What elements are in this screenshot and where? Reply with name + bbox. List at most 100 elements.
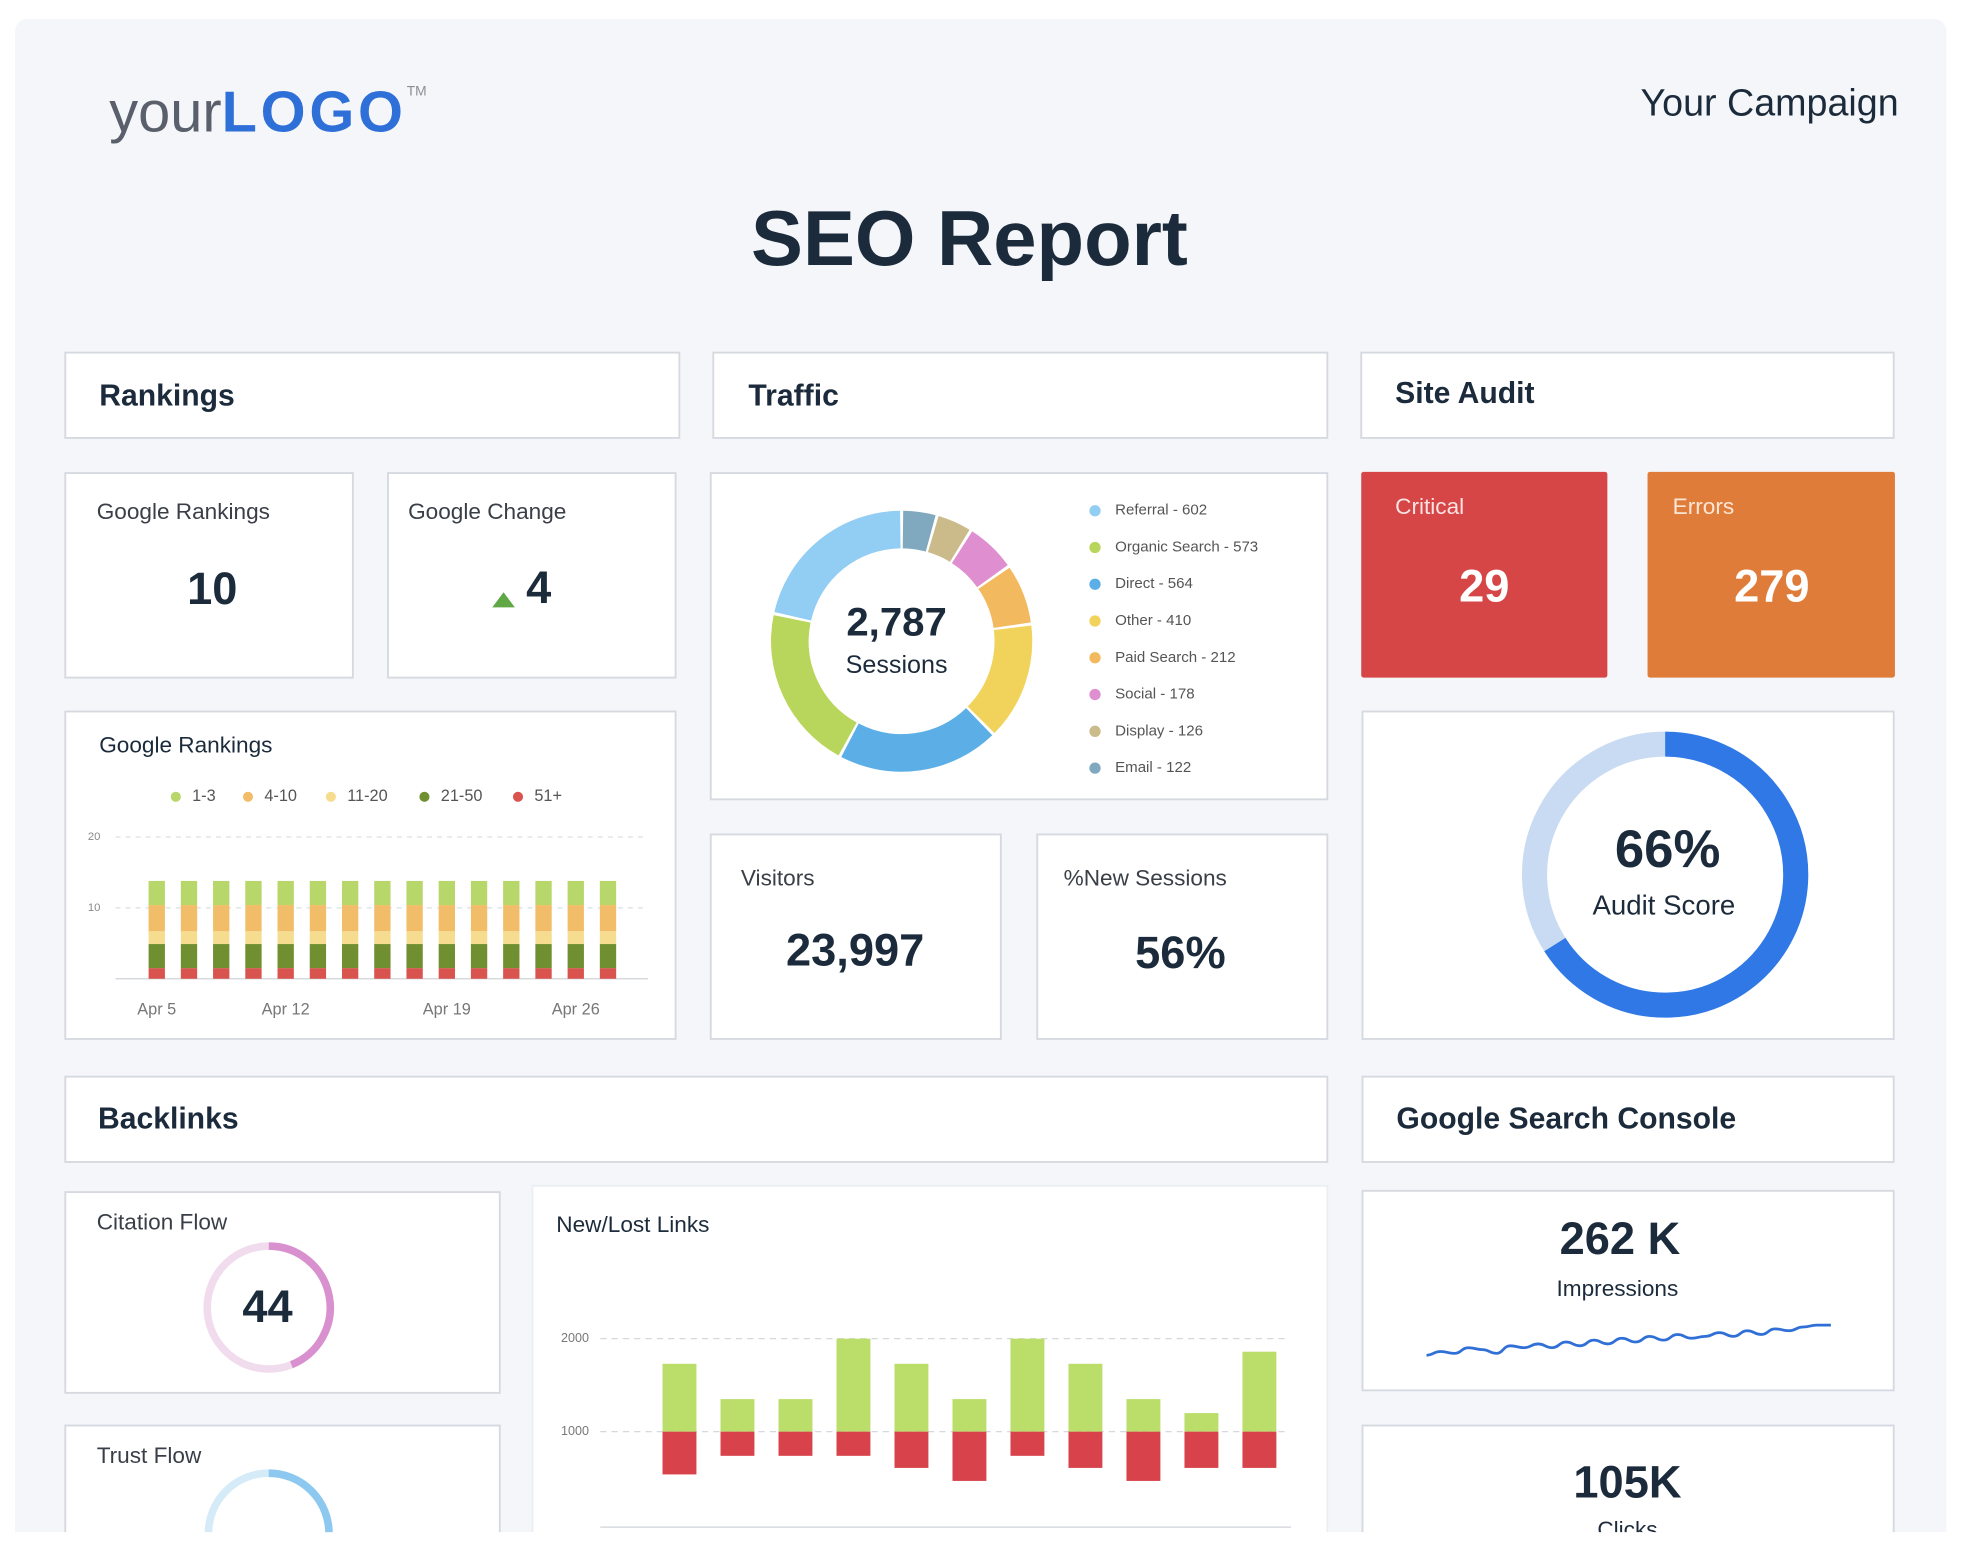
bar-segment [470, 880, 488, 906]
section-title: Rankings [99, 380, 235, 413]
section-header [712, 351, 1329, 439]
kpi-value: 10 [187, 563, 237, 614]
logo: yourLOGOTM [109, 81, 426, 145]
campaign: Your Campaign [1641, 81, 1899, 123]
bar-segment [503, 944, 520, 969]
bar-segment [535, 968, 552, 979]
y-tick-label: 2000 [561, 1331, 589, 1345]
kpi-label: Visitors [741, 866, 815, 891]
kpi-card [709, 833, 1002, 1040]
section-header [1360, 351, 1895, 439]
donut-total-label: Sessions [846, 651, 948, 679]
bar-segment [309, 880, 327, 906]
bar [836, 1431, 871, 1456]
legend-label: Direct - 564 [1115, 575, 1193, 592]
bar-segment [309, 931, 327, 945]
legend-label: Social - 178 [1115, 686, 1194, 703]
rankings-chart: 10 20 1-3 4-10 11-20 21-50 51+ Apr 5 Apr 12 Apr 1… [88, 787, 648, 1018]
bar-segment [567, 968, 584, 979]
bar-segment [535, 905, 552, 932]
bar [1184, 1413, 1219, 1432]
legend-dot [1089, 505, 1101, 517]
bar-segment [213, 968, 230, 979]
kpi-label: Impressions [1557, 1276, 1679, 1301]
bar-segment [374, 931, 391, 945]
y-tick-label: 10 [88, 902, 101, 914]
bar-segment [406, 968, 423, 979]
ring-arc [268, 1469, 333, 1533]
bar-segment [503, 931, 520, 945]
legend-label: Referral - 602 [1115, 502, 1207, 519]
bar [1068, 1431, 1103, 1468]
bar-segment [341, 931, 359, 945]
bar-segment [438, 968, 456, 979]
bar-segment [148, 931, 165, 945]
bar [662, 1431, 697, 1475]
legend-label: Email - 122 [1115, 759, 1191, 776]
bar-segment [438, 905, 456, 932]
bar-segment [470, 968, 488, 979]
section-header [64, 351, 681, 439]
logo-light: your [109, 81, 221, 145]
bar [1010, 1431, 1045, 1456]
legend-label: 4-10 [264, 787, 297, 805]
bar-segment [341, 968, 359, 979]
bar-segment [438, 944, 456, 969]
donut-total: 2,787 [846, 600, 947, 645]
kpi-card [1361, 1189, 1895, 1392]
x-tick-label: Apr 26 [552, 1000, 600, 1018]
ring-value [1544, 731, 1809, 1018]
bar-segment [245, 931, 262, 945]
kpi-label: Google Rankings [97, 499, 270, 524]
ring-value [268, 1242, 334, 1369]
kpi-card [387, 472, 677, 679]
bar-segment [438, 880, 456, 906]
donut-segment [771, 615, 858, 756]
bar-segment [148, 968, 165, 979]
links-chart: 1000 2000 [561, 1331, 1291, 1528]
report: yourLOGOTM Your Campaign SEO Report Rank… [15, 18, 1947, 1533]
donut-segment [967, 625, 1033, 733]
bar-segment [277, 880, 294, 906]
legend-dot [512, 791, 524, 802]
bar-segment [180, 931, 198, 945]
bar-segment [245, 880, 262, 906]
legend-dot [325, 791, 336, 802]
bar-segment [180, 944, 198, 969]
kpi-value: 279 [1734, 561, 1809, 612]
audit-score: 66% [1615, 820, 1721, 879]
logo-mark: TM [407, 83, 427, 98]
bar-segment [341, 944, 359, 969]
bar [1126, 1399, 1161, 1432]
bar-segment [148, 905, 165, 932]
legend-dot [242, 791, 254, 802]
x-tick-label: Apr 12 [262, 1000, 310, 1018]
bar [662, 1363, 697, 1432]
bar-segment [406, 880, 423, 906]
bar [952, 1399, 987, 1432]
bar-segment [503, 968, 520, 979]
legend-dot [170, 791, 181, 802]
bar-segment [180, 905, 198, 932]
chart-card [64, 710, 677, 1040]
legend-dot [1089, 541, 1101, 554]
bar-segment [406, 931, 423, 945]
bar-segment [374, 944, 391, 969]
y-tick-label: 20 [88, 831, 101, 843]
legend-label: Other - 410 [1115, 612, 1191, 629]
bar-segment [277, 931, 294, 945]
bar-segment [567, 905, 584, 932]
section-header [1361, 1075, 1895, 1163]
bar-segment [503, 880, 520, 906]
donut-segment [978, 567, 1031, 629]
bar [1010, 1338, 1045, 1432]
bar [1184, 1431, 1219, 1468]
y-tick-label: 1000 [561, 1424, 589, 1438]
bar-segment [599, 880, 617, 906]
bar-segment [567, 931, 584, 945]
bar-segment [470, 944, 488, 969]
bar-segment [503, 905, 520, 932]
bar-segment [535, 931, 552, 945]
bar-segment [148, 880, 165, 906]
